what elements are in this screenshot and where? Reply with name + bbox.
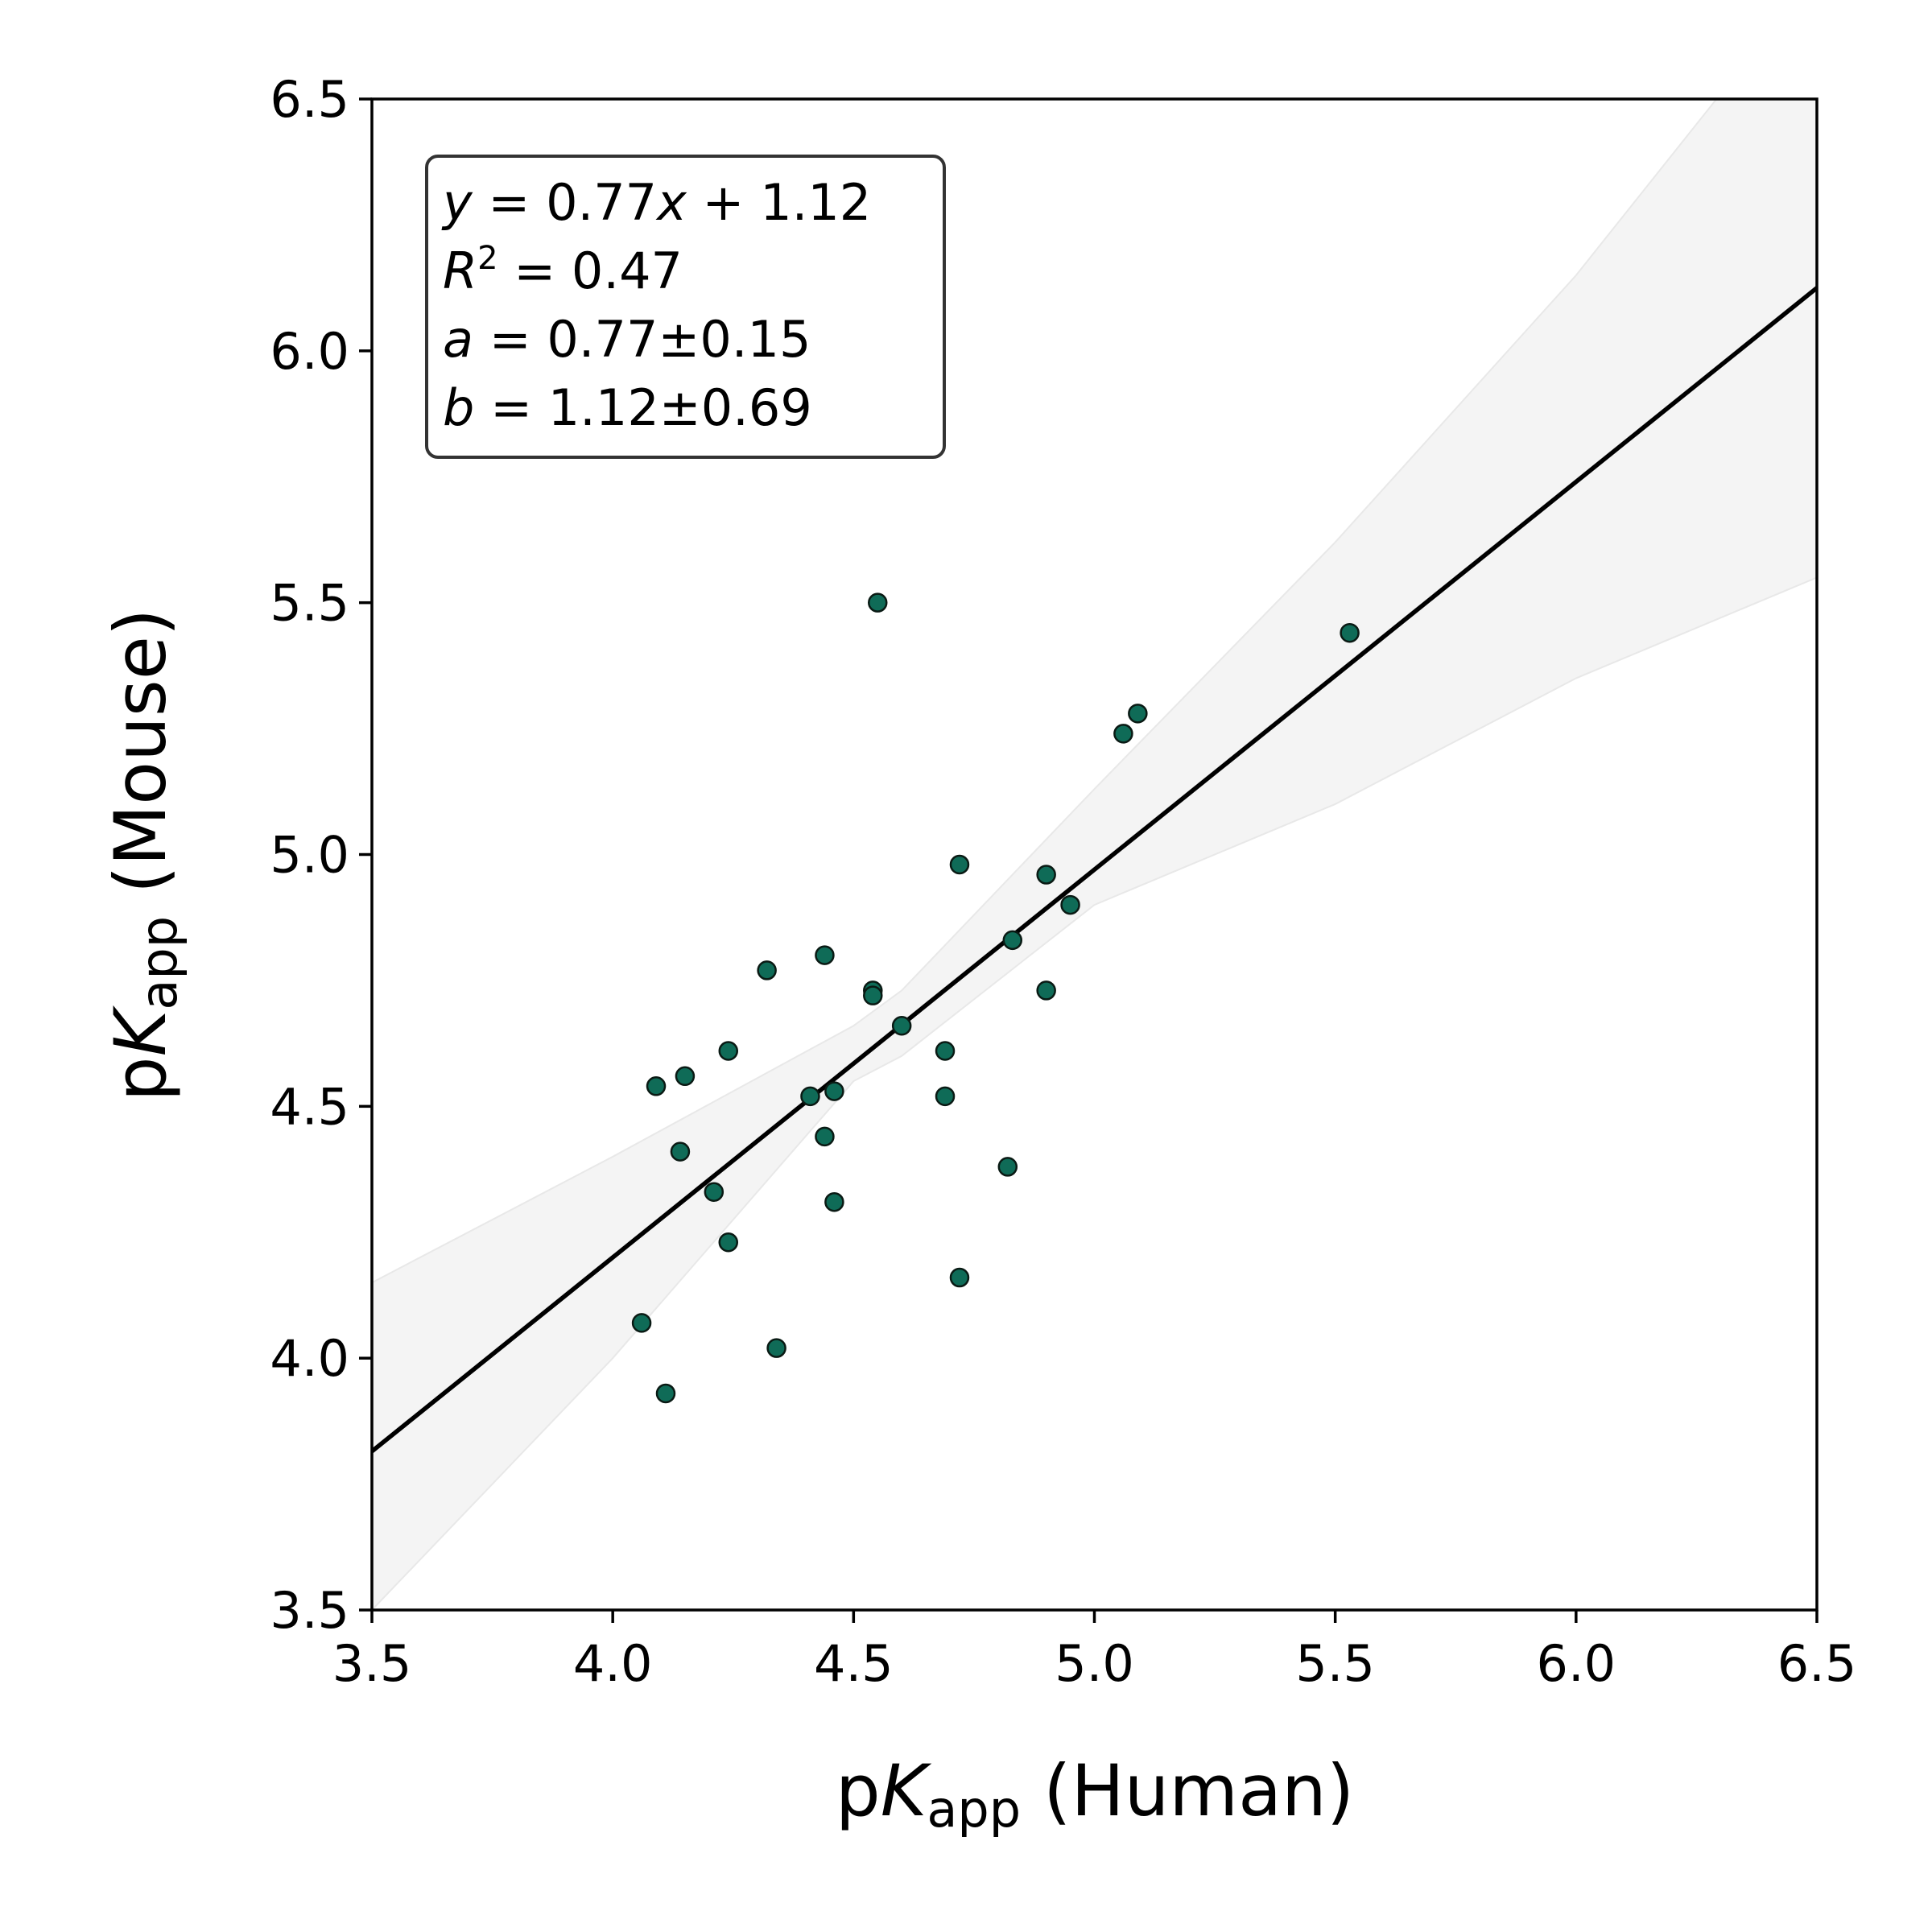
x-tick-label: 5.0 [1055, 1634, 1134, 1693]
data-point [655, 1383, 676, 1404]
data-point [935, 1041, 956, 1061]
data-point [718, 1041, 739, 1061]
data-point [815, 1126, 835, 1147]
data-point [868, 592, 888, 613]
y-tick-label: 4.0 [270, 1329, 349, 1388]
data-point [824, 1191, 844, 1212]
y-axis-ticks: 3.5 4.0 4.5 5.0 5.5 6.0 6.5 [270, 70, 372, 1640]
data-point [815, 945, 835, 965]
data-point [670, 1141, 691, 1162]
x-axis-ticks: 3.5 4.0 4.5 5.0 5.5 6.0 6.5 [332, 1610, 1857, 1693]
annotation-box [425, 155, 946, 459]
annotation-intercept: b = 1.12±0.69 [443, 378, 812, 437]
annotation-slope: a = 0.77±0.15 [443, 310, 811, 369]
data-point [1036, 980, 1056, 1001]
x-tick-label: 4.0 [573, 1634, 653, 1693]
x-tick-label: 6.0 [1537, 1634, 1616, 1693]
equation-annotation: y = 0.77x + 1.12 R2 = 0.47 a = 0.77±0.15… [425, 155, 946, 459]
data-point [1113, 724, 1133, 744]
y-tick-label: 5.5 [270, 574, 349, 633]
data-point [718, 1232, 739, 1253]
confidence-band [372, 99, 1817, 1610]
data-point [646, 1076, 667, 1096]
data-point [766, 1338, 786, 1358]
data-point [631, 1313, 652, 1333]
data-point [1036, 865, 1056, 885]
data-point [675, 1066, 696, 1087]
annotation-equation: y = 0.77x + 1.12 [441, 173, 871, 232]
data-point [1002, 930, 1023, 951]
data-point [824, 1081, 844, 1101]
data-point [800, 1086, 820, 1107]
data-point [757, 960, 777, 980]
data-point [997, 1157, 1018, 1177]
y-tick-label: 6.0 [270, 322, 349, 381]
data-point [704, 1182, 724, 1202]
x-tick-label: 5.5 [1295, 1634, 1375, 1693]
data-point [949, 854, 970, 875]
data-point [1128, 704, 1148, 724]
x-tick-label: 3.5 [332, 1634, 412, 1693]
x-tick-label: 6.5 [1777, 1634, 1857, 1693]
data-points [631, 592, 1360, 1404]
x-axis-label: pKapp (Human) [836, 1749, 1354, 1839]
data-point [891, 1015, 912, 1036]
y-tick-label: 5.0 [270, 826, 349, 885]
data-point [935, 1086, 956, 1107]
y-tick-label: 6.5 [270, 70, 349, 129]
y-axis-label: pKapp (Mouse) [99, 609, 188, 1101]
data-point [949, 1267, 970, 1288]
x-tick-label: 4.5 [814, 1634, 894, 1693]
data-point [1060, 894, 1080, 915]
data-point [1340, 622, 1360, 643]
data-point [863, 985, 883, 1005]
y-tick-label: 4.5 [270, 1077, 349, 1136]
regression-line [372, 286, 1817, 1454]
annotation-r-squared: R2 = 0.47 [443, 240, 683, 300]
y-tick-label: 3.5 [270, 1581, 349, 1640]
